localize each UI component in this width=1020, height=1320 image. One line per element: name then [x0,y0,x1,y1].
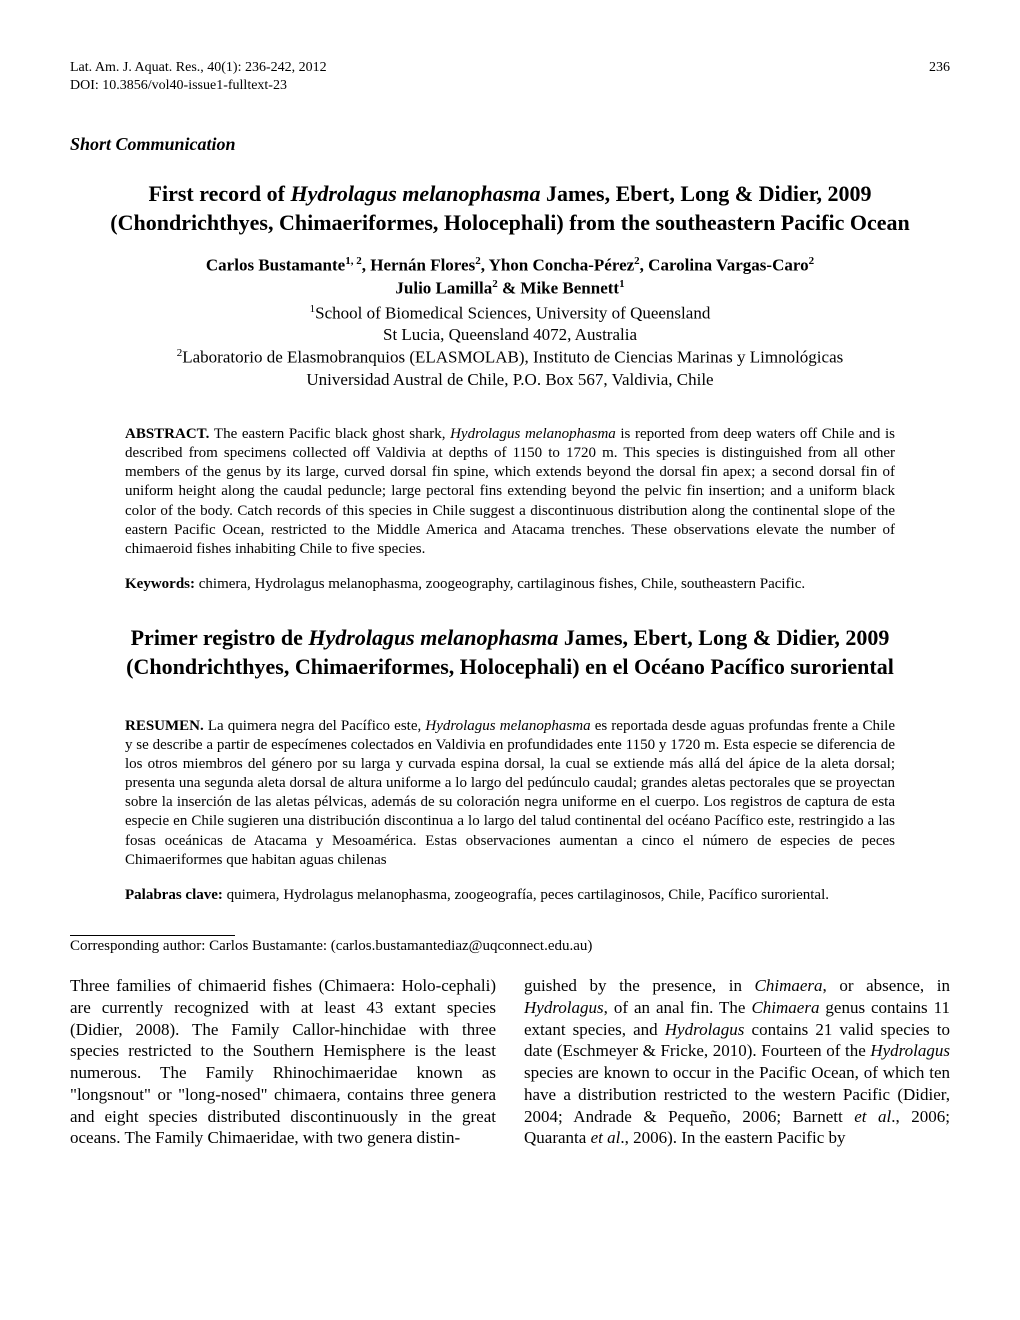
col2-i6: et al [854,1107,891,1126]
abstract-block: ABSTRACT. The eastern Pacific black ghos… [125,425,895,559]
keywords-block: Keywords: chimera, Hydrolagus melanophas… [125,575,895,594]
col2-b: , or absence, in [823,976,950,995]
keywords-body: zoogeography, cartilaginous fishes, Chil… [422,576,805,592]
body-column-right: guished by the presence, in Chimaera, or… [524,975,950,1149]
keywords-pre: chimera, [199,576,255,592]
affiliation1: 1School of Biomedical Sciences, Universi… [70,303,950,324]
author5: Julio Lamilla [395,279,492,298]
author4-sup: 2 [809,255,815,267]
page-number: 236 [929,60,950,76]
doi-line: DOI: 10.3856/vol40-issue1-fulltext-23 [70,78,950,94]
short-communication-label: Short Communication [70,134,950,155]
title2-pre: Primer registro de [131,625,309,650]
author1-sup: 1, 2 [345,255,362,267]
article-title-spanish: Primer registro de Hydrolagus melanophas… [75,624,945,681]
col2-i5: Hydrolagus [870,1041,950,1060]
title2-species: Hydrolagus melanophasma [308,625,558,650]
author3: , Yhon Concha-Pérez [481,256,634,275]
header-line: Lat. Am. J. Aquat. Res., 40(1): 236-242,… [70,60,950,76]
resumen-label: RESUMEN. [125,718,208,734]
author1: Carlos Bustamante [206,256,345,275]
resumen-body: es reportada desde aguas profundas frent… [125,718,895,868]
title-species: Hydrolagus melanophasma [290,181,540,206]
keywords-species: Hydrolagus melanophasma, [255,576,422,592]
col2-i2: Hydrolagus [524,998,604,1017]
abstract-species: Hydrolagus melanophasma [450,426,616,442]
col2-i1: Chimaera [755,976,823,995]
affiliation1b: St Lucia, Queensland 4072, Australia [70,325,950,345]
affil2-text: Laboratorio de Elasmobranquios (ELASMOLA… [182,348,843,367]
col2-h: ., 2006). In the eastern Pacific by [620,1128,845,1147]
palabras-pre: quimera, [227,887,284,903]
resumen-pre: La quimera negra del Pacífico este, [208,718,425,734]
affiliation2: 2Laboratorio de Elasmobranquios (ELASMOL… [70,347,950,368]
col2-i4: Hydrolagus [665,1020,745,1039]
authors-line2: Julio Lamilla2 & Mike Bennett1 [70,278,950,299]
abstract-label: ABSTRACT. [125,426,214,442]
body-text: Three families of chimaerid fishes (Chim… [70,975,950,1149]
affil1-text: School of Biomedical Sciences, Universit… [315,303,710,322]
body-column-left: Three families of chimaerid fishes (Chim… [70,975,496,1149]
authors-line1: Carlos Bustamante1, 2, Hernán Flores 2 , Y… [70,255,950,276]
author6-sup: 1 [619,278,625,290]
author6: & Mike Bennett [498,279,619,298]
resumen-species: Hydrolagus melanophasma [425,718,590,734]
col2-a: guished by the presence, in [524,976,755,995]
palabras-body: , zoogeografía, peces cartilaginosos, Ch… [447,887,829,903]
abstract-body: is reported from deep waters off Chile a… [125,426,895,557]
author4: , Carolina Vargas-Caro [640,256,809,275]
author2: , Hernán Flores [362,256,475,275]
abstract-pre: The eastern Pacific black ghost shark, [214,426,450,442]
title-pre: First record of [149,181,291,206]
palabras-label: Palabras clave: [125,887,227,903]
corresponding-author: Corresponding author: Carlos Bustamante:… [70,938,950,955]
corresponding-divider [70,935,235,936]
resumen-block: RESUMEN. La quimera negra del Pacífico e… [125,717,895,871]
article-title: First record of Hydrolagus melanophasma … [85,180,935,237]
affiliation2b: Universidad Austral de Chile, P.O. Box 5… [70,370,950,390]
keywords-label: Keywords: [125,576,199,592]
col2-i7: et al [591,1128,621,1147]
col2-i3: Chimaera [751,998,819,1017]
palabras-species: Hydrolagus melanophasma [283,887,447,903]
palabras-block: Palabras clave: quimera, Hydrolagus mela… [125,886,895,905]
journal-citation: Lat. Am. J. Aquat. Res., 40(1): 236-242,… [70,60,327,76]
col2-c: , of an anal fin. The [604,998,752,1017]
